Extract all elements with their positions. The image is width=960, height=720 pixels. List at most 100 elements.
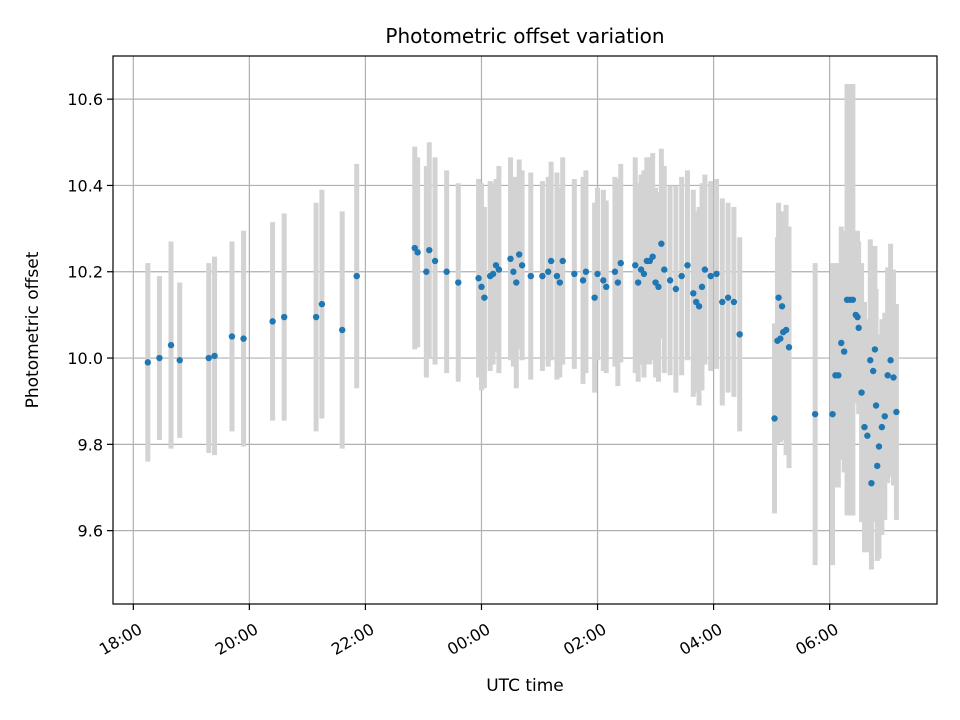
data-point [475, 275, 482, 282]
data-point [518, 262, 526, 269]
data-point [556, 279, 564, 286]
data-point [840, 348, 848, 355]
data-point [884, 372, 891, 379]
grid [113, 56, 937, 604]
data-point [156, 354, 163, 362]
data-point [661, 266, 668, 273]
data-point [838, 339, 845, 347]
data-point [478, 283, 485, 291]
data-point [614, 279, 622, 286]
data-point [414, 249, 421, 256]
data-point [240, 335, 247, 342]
data-point [269, 318, 276, 325]
data-point [649, 253, 656, 260]
data-point [495, 266, 503, 273]
data-point [890, 374, 897, 381]
data-point [778, 303, 786, 310]
data-point [775, 294, 782, 301]
data-point [228, 333, 236, 340]
data-point [701, 266, 709, 273]
data-point [640, 270, 648, 278]
y-axis: 9.6 9.8 10.0 10.2 10.4 10.6 [67, 90, 113, 541]
data-point [510, 268, 517, 275]
data-point [887, 357, 894, 364]
data-point [507, 255, 514, 263]
data-point [655, 283, 662, 291]
data-point [611, 268, 619, 275]
y-tick-label: 9.8 [78, 435, 103, 454]
chart-title: Photometric offset variation [385, 24, 664, 48]
data-point [771, 415, 778, 422]
data-point [553, 272, 561, 280]
data-point [423, 268, 430, 275]
data-point [666, 277, 674, 284]
data-point [481, 294, 488, 301]
data-point [489, 270, 497, 278]
data-point [539, 272, 546, 280]
data-point [571, 270, 578, 278]
data-point [678, 272, 685, 280]
data-point [339, 326, 346, 334]
data-point [617, 259, 624, 267]
data-point [713, 270, 720, 278]
data-point [312, 313, 320, 321]
data-point [854, 313, 861, 321]
data-point [736, 331, 743, 338]
data-point [658, 240, 665, 247]
data-point [353, 272, 360, 280]
data-point [698, 283, 706, 291]
y-tick-label: 10.6 [67, 90, 103, 109]
data-point [835, 372, 842, 379]
y-tick-label: 10.4 [67, 176, 103, 195]
data-point [545, 268, 552, 275]
data-point [782, 326, 790, 334]
data-point [868, 479, 875, 487]
data-point [579, 277, 587, 284]
data-point [730, 298, 738, 306]
data-point [849, 296, 857, 303]
data-point [881, 413, 888, 420]
data-point [811, 410, 819, 418]
data-point [867, 357, 874, 364]
data-point [582, 268, 590, 275]
data-point [872, 402, 880, 409]
data-point [513, 279, 520, 286]
data-point [211, 352, 218, 360]
data-point [600, 277, 607, 284]
data-point [594, 270, 601, 278]
data-point [443, 268, 450, 275]
data-point [785, 344, 793, 351]
data-point [858, 389, 865, 396]
y-tick-label: 10.0 [67, 349, 103, 368]
y-axis-label: Photometric offset [23, 251, 43, 408]
data-point [861, 423, 868, 431]
data-point [864, 432, 871, 439]
data-point [318, 300, 326, 308]
data-point [167, 341, 175, 349]
data-point [547, 257, 555, 265]
data-points [144, 240, 900, 487]
data-point [893, 408, 900, 416]
y-tick-label: 10.2 [67, 263, 103, 282]
data-point [869, 367, 877, 375]
data-point [707, 272, 714, 280]
data-point [455, 279, 462, 286]
data-point [829, 410, 836, 418]
data-point [871, 346, 879, 353]
data-point [426, 246, 433, 254]
data-point [724, 294, 732, 301]
data-point [777, 335, 784, 342]
data-point [559, 257, 566, 265]
data-point [603, 283, 610, 291]
data-point [205, 354, 212, 362]
x-axis-label: UTC time [486, 676, 564, 696]
data-point [875, 443, 883, 450]
data-point [527, 272, 535, 280]
data-point [719, 298, 726, 306]
data-point [176, 357, 183, 364]
data-point [515, 251, 523, 258]
data-point [634, 279, 642, 286]
data-point [144, 359, 152, 366]
data-point [878, 423, 886, 431]
